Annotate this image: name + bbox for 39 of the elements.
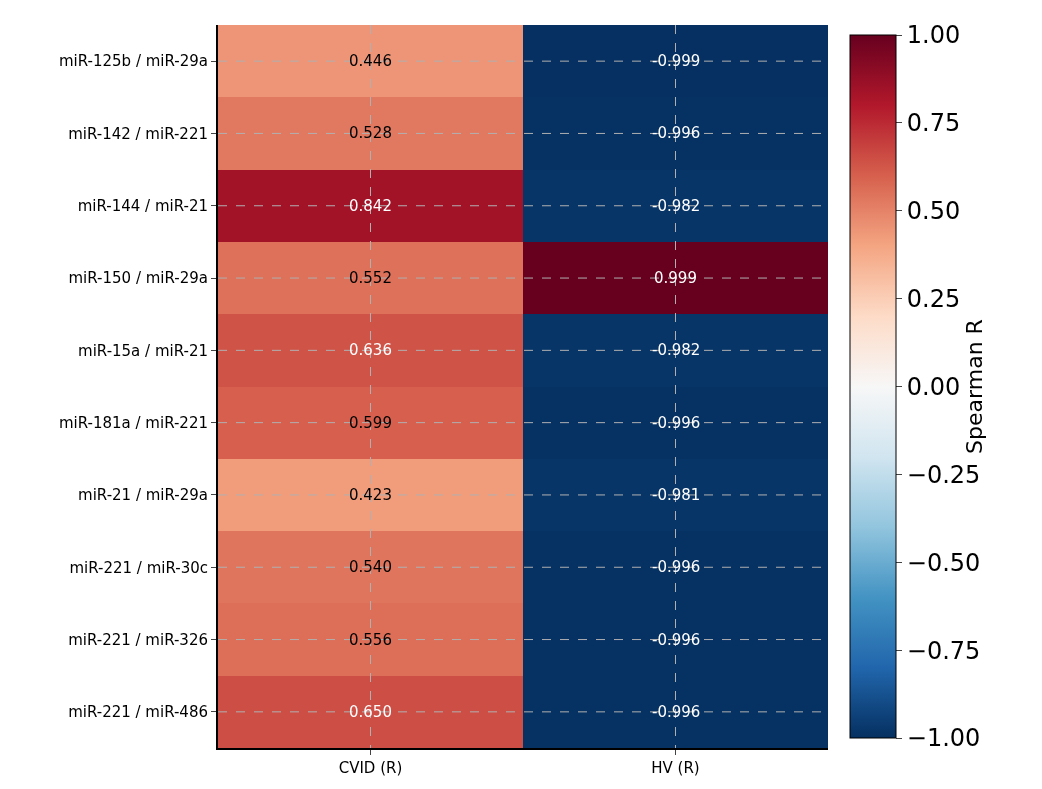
data-label: -0.982: [652, 197, 701, 215]
y-tick-label: miR-221 / miR-30c: [69, 558, 208, 577]
data-label: 0.636: [349, 341, 392, 359]
y-tick-label: miR-142 / miR-221: [68, 124, 208, 143]
y-tick-label: miR-125b / miR-29a: [58, 52, 208, 71]
color-bar-label: 1.00: [906, 21, 961, 50]
data-label: -0.996: [652, 124, 701, 142]
color-bar-label: −1.00: [906, 724, 981, 753]
y-tick-label: miR-221 / miR-326: [68, 630, 208, 649]
data-label: -0.981: [652, 486, 701, 504]
data-label: 0.556: [349, 631, 392, 649]
y-tick-label: miR-150 / miR-29a: [68, 269, 208, 288]
color-bar-label: 0.75: [906, 109, 961, 138]
data-label: 0.842: [349, 197, 392, 215]
color-bar-label: −0.75: [906, 636, 981, 665]
color-bar-label: −0.50: [906, 548, 981, 577]
data-label: 0.446: [349, 52, 392, 70]
color-bar-label: 0.00: [906, 372, 961, 401]
color-bar-label: −0.25: [906, 460, 981, 489]
y-tick-label: miR-21 / miR-29a: [78, 486, 208, 505]
data-label: -0.982: [652, 341, 701, 359]
data-label: 0.423: [349, 486, 392, 504]
data-label: 0.999: [654, 269, 697, 287]
y-tick-label: miR-15a / miR-21: [78, 341, 208, 360]
y-tick-label: miR-181a / miR-221: [58, 413, 208, 432]
color-bar-title: Spearman R: [962, 319, 988, 454]
data-label: 0.528: [349, 124, 392, 142]
data-label: 0.540: [349, 558, 392, 576]
data-label: 0.599: [349, 414, 392, 432]
color-bar-label: 0.25: [906, 285, 961, 314]
y-tick-label: miR-144 / miR-21: [77, 197, 208, 215]
x-tick-label: CVID (R): [338, 759, 403, 777]
data-label: -0.999: [652, 52, 701, 70]
data-label: -0.996: [652, 558, 701, 576]
color-bar-label: 0.50: [906, 197, 961, 226]
x-tick-label: HV (R): [651, 759, 700, 777]
data-label: 0.552: [349, 269, 392, 287]
data-label: -0.996: [652, 414, 701, 432]
y-tick-label: miR-221 / miR-486: [68, 703, 208, 722]
